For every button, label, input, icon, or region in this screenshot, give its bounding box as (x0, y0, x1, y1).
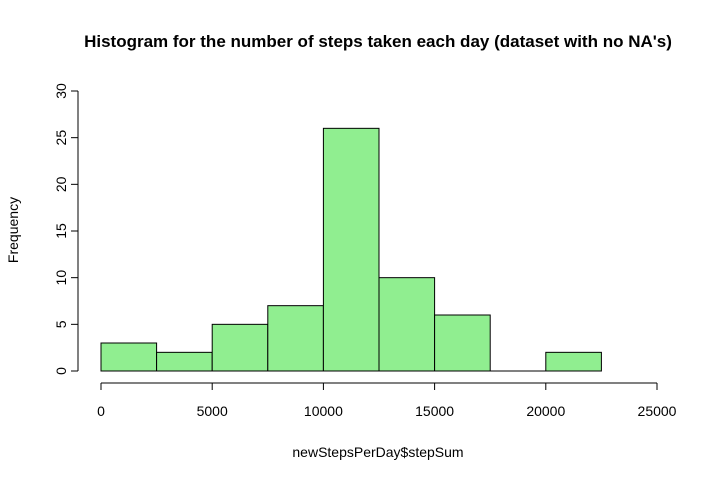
y-tick-label-0: 0 (53, 367, 69, 375)
x-tick-label-4: 20000 (526, 403, 565, 419)
y-tick-label-6: 30 (53, 83, 69, 99)
bars-group (100, 127, 602, 372)
y-axis-label: Frequency (5, 197, 21, 263)
y-tick-label-1: 5 (53, 320, 69, 328)
y-axis: 0 5 10 15 20 25 30 (53, 83, 79, 375)
x-tick-label-5: 25000 (638, 403, 677, 419)
x-tick-label-0: 0 (97, 403, 105, 419)
x-tick-label-1: 5000 (197, 403, 228, 419)
histogram-bar-2 (211, 323, 269, 372)
histogram-bar-6 (434, 314, 491, 372)
x-tick-label-3: 15000 (415, 403, 454, 419)
y-tick-label-2: 10 (53, 270, 69, 286)
y-tick-label-3: 15 (53, 223, 69, 239)
histogram-bar-5 (378, 277, 436, 372)
histogram-bar-3 (267, 305, 324, 372)
histogram-bar-0 (100, 342, 158, 372)
histogram-bar-8 (545, 351, 602, 372)
x-axis-label: newStepsPerDay$stepSum (292, 444, 463, 460)
histogram-bar-4 (322, 127, 380, 372)
y-tick-label-5: 25 (53, 130, 69, 146)
x-axis: 0 5000 10000 15000 20000 25000 (97, 382, 677, 419)
chart-title: Histogram for the number of steps taken … (84, 32, 672, 51)
y-tick-label-4: 20 (53, 176, 69, 192)
histogram-bar-1 (156, 351, 213, 372)
x-tick-label-2: 10000 (304, 403, 343, 419)
